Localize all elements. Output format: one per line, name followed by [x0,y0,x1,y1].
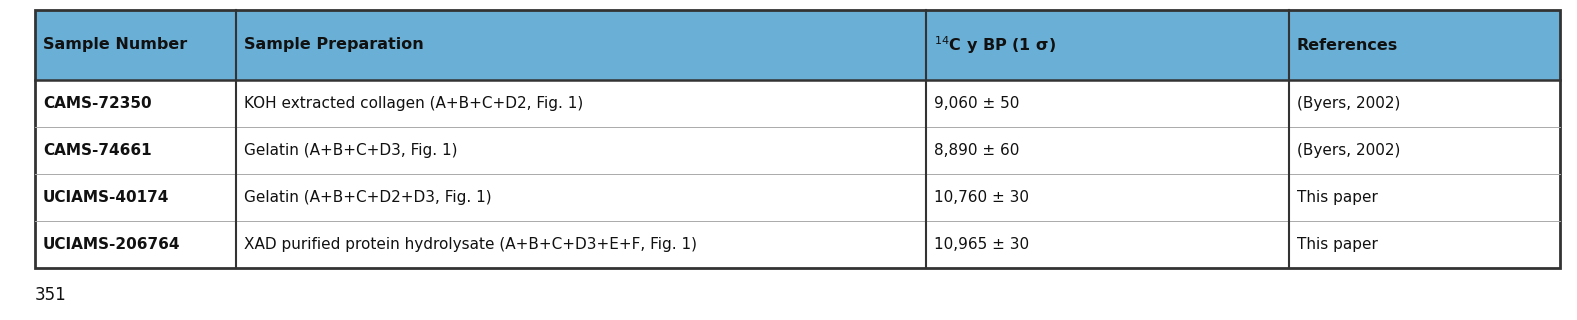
Text: $^{14}$C y BP (1 σ): $^{14}$C y BP (1 σ) [934,34,1055,56]
Bar [35,80,1560,127]
Text: CAMS-74661: CAMS-74661 [43,143,151,158]
Text: (Byers, 2002): (Byers, 2002) [1296,96,1400,111]
Text: KOH extracted collagen (A+B+C+D2, Fig. 1): KOH extracted collagen (A+B+C+D2, Fig. 1… [244,96,583,111]
Text: Gelatin (A+B+C+D2+D3, Fig. 1): Gelatin (A+B+C+D2+D3, Fig. 1) [244,190,492,205]
Text: 9,060 ± 50: 9,060 ± 50 [934,96,1019,111]
Bar [35,174,1560,221]
Text: UCIAMS-40174: UCIAMS-40174 [43,190,169,205]
Text: 10,760 ± 30: 10,760 ± 30 [934,190,1028,205]
Text: This paper: This paper [1296,237,1377,252]
Text: 351: 351 [35,286,66,304]
Text: This paper: This paper [1296,190,1377,205]
Text: 10,965 ± 30: 10,965 ± 30 [934,237,1028,252]
Text: Sample Number: Sample Number [43,37,188,52]
Text: Gelatin (A+B+C+D3, Fig. 1): Gelatin (A+B+C+D3, Fig. 1) [244,143,457,158]
Text: XAD purified protein hydrolysate (A+B+C+D3+E+F, Fig. 1): XAD purified protein hydrolysate (A+B+C+… [244,237,697,252]
Text: References: References [1296,37,1397,52]
Bar [35,221,1560,268]
Bar [35,127,1560,174]
Text: UCIAMS-206764: UCIAMS-206764 [43,237,180,252]
Text: (Byers, 2002): (Byers, 2002) [1296,143,1400,158]
Text: Sample Preparation: Sample Preparation [244,37,424,52]
Text: CAMS-72350: CAMS-72350 [43,96,151,111]
Bar [35,10,1560,80]
Text: 8,890 ± 60: 8,890 ± 60 [934,143,1019,158]
Bar [35,10,1560,268]
